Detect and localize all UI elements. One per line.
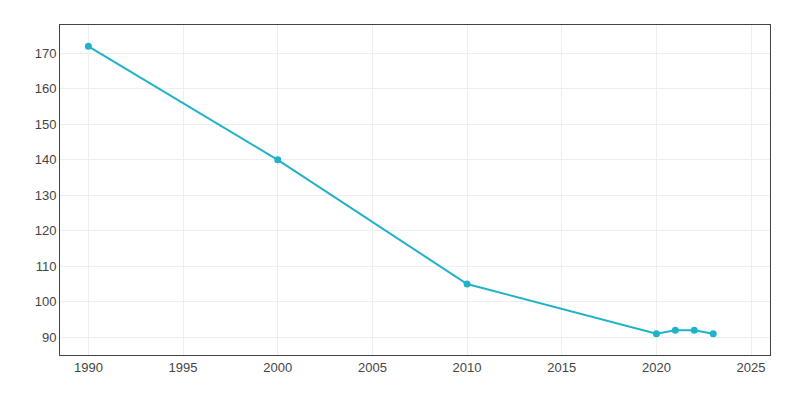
- svg-text:2005: 2005: [358, 360, 387, 375]
- svg-text:2010: 2010: [453, 360, 482, 375]
- svg-text:130: 130: [35, 188, 57, 203]
- svg-text:120: 120: [35, 223, 57, 238]
- svg-text:2025: 2025: [737, 360, 766, 375]
- svg-text:1990: 1990: [74, 360, 103, 375]
- svg-text:90: 90: [42, 330, 56, 345]
- svg-text:2020: 2020: [642, 360, 671, 375]
- svg-text:150: 150: [35, 117, 57, 132]
- svg-text:100: 100: [35, 294, 57, 309]
- svg-text:160: 160: [35, 81, 57, 96]
- svg-text:2000: 2000: [263, 360, 292, 375]
- svg-text:1995: 1995: [169, 360, 198, 375]
- svg-text:110: 110: [36, 259, 57, 274]
- svg-text:170: 170: [35, 46, 57, 61]
- svg-text:2015: 2015: [547, 360, 576, 375]
- svg-text:140: 140: [35, 152, 57, 167]
